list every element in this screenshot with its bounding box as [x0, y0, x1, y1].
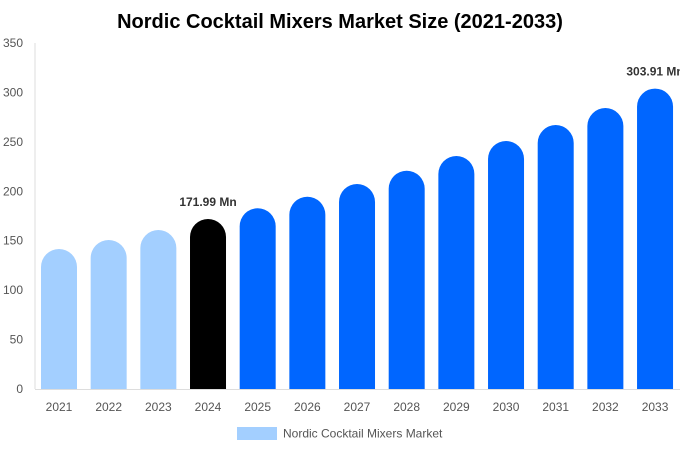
bar-2022: [90, 240, 127, 389]
data-label: 171.99 Mn: [179, 195, 236, 209]
bar-2024: [190, 218, 227, 389]
bar-2030: [488, 140, 525, 389]
x-tick-label: 2032: [592, 400, 619, 414]
y-tick-label: 350: [3, 36, 23, 50]
y-tick-label: 100: [3, 283, 23, 297]
bar-2033: [637, 88, 674, 389]
legend-swatch: [237, 427, 277, 440]
x-tick-label: 2025: [244, 400, 271, 414]
x-tick-label: 2023: [145, 400, 172, 414]
y-tick-label: 250: [3, 135, 23, 149]
bar-2032: [587, 108, 624, 389]
x-tick-label: 2029: [443, 400, 470, 414]
x-tick-label: 2031: [542, 400, 569, 414]
x-tick-label: 2030: [493, 400, 520, 414]
y-tick-label: 0: [16, 382, 23, 396]
bar-2023: [140, 230, 177, 389]
x-tick-label: 2022: [95, 400, 122, 414]
bar-2026: [289, 196, 326, 389]
x-tick-label: 2021: [46, 400, 73, 414]
bar-2031: [537, 125, 574, 389]
bar-2027: [339, 183, 376, 389]
bar-2029: [438, 155, 475, 389]
y-tick-label: 300: [3, 85, 23, 99]
bar-2028: [388, 170, 425, 389]
y-tick-label: 50: [10, 333, 24, 347]
y-tick-label: 150: [3, 234, 23, 248]
x-tick-label: 2027: [344, 400, 371, 414]
data-label: 303.91 Mn: [626, 65, 680, 79]
x-tick-label: 2024: [195, 400, 222, 414]
bar-2021: [41, 249, 77, 389]
x-tick-label: 2028: [393, 400, 420, 414]
bar-2025: [239, 208, 276, 389]
x-tick-label: 2033: [642, 400, 669, 414]
legend-label: Nordic Cocktail Mixers Market: [283, 427, 443, 441]
legend: Nordic Cocktail Mixers Market: [237, 427, 443, 441]
x-tick-label: 2026: [294, 400, 321, 414]
y-tick-label: 200: [3, 184, 23, 198]
chart-title: Nordic Cocktail Mixers Market Size (2021…: [117, 11, 563, 33]
